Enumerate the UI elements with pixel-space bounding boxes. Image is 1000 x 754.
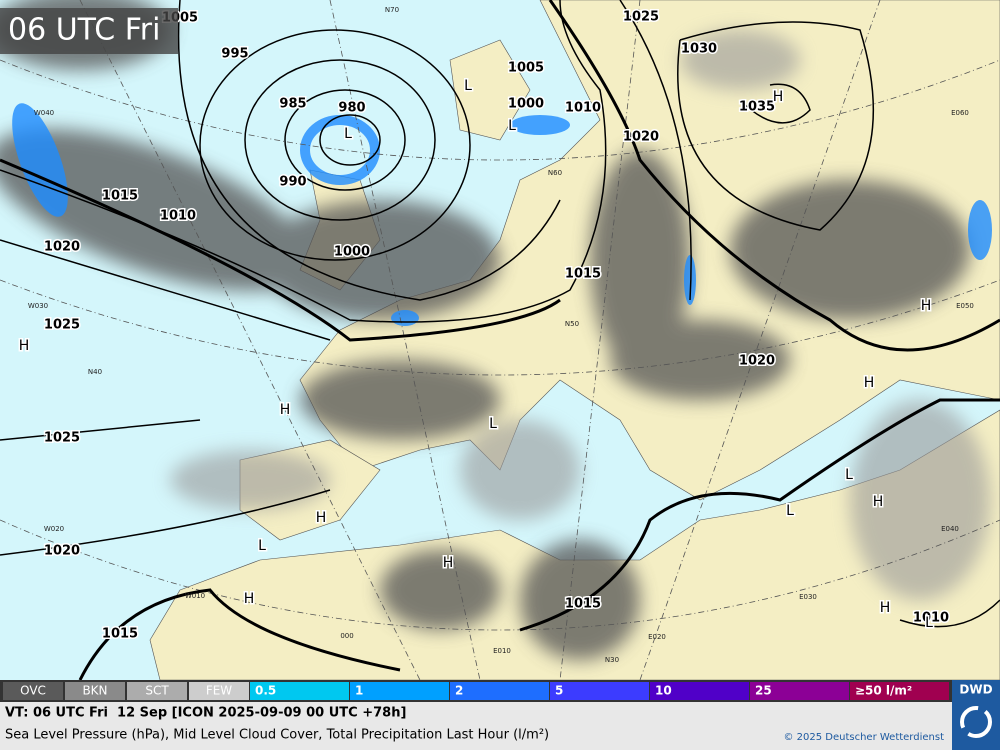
grid-label: N60 bbox=[548, 169, 562, 177]
isobar-label: 1015 bbox=[565, 267, 601, 282]
pressure-center: L bbox=[344, 126, 352, 142]
grid-label: E040 bbox=[941, 525, 959, 533]
legend-cloud-swatch bbox=[189, 682, 249, 700]
isobar-label: 1025 bbox=[44, 318, 80, 333]
pressure-center: H bbox=[864, 375, 875, 391]
pressure-center: L bbox=[258, 538, 266, 554]
pressure-center: H bbox=[873, 494, 884, 510]
pressure-center: L bbox=[489, 416, 497, 432]
isobar-label: 980 bbox=[338, 101, 365, 116]
grid-label: N70 bbox=[385, 6, 399, 14]
isobar-label: 985 bbox=[279, 97, 306, 112]
legend-precip-swatch bbox=[550, 682, 649, 700]
grid-label: W010 bbox=[185, 592, 205, 600]
isobar-label: 990 bbox=[279, 175, 306, 190]
legend-cloud-label: OVC bbox=[20, 684, 46, 698]
title-box bbox=[0, 8, 178, 54]
graticule bbox=[0, 0, 1000, 681]
isobar-label: 1015 bbox=[102, 189, 138, 204]
legend-precip-label: ≥50 l/m² bbox=[855, 684, 912, 698]
precipitation bbox=[12, 103, 992, 326]
legend-precip-label: 25 bbox=[755, 684, 772, 698]
pressure-center: H bbox=[280, 402, 291, 418]
legend-precip-swatch bbox=[750, 682, 849, 700]
map-title: 06 UTC Fri bbox=[8, 13, 160, 48]
legend-precip-label: 2 bbox=[455, 684, 463, 698]
pressure-center: H bbox=[244, 591, 255, 607]
legend-precip-swatch bbox=[650, 682, 749, 700]
pressure-center: H bbox=[921, 298, 932, 314]
legend-cloud-label: SCT bbox=[145, 684, 169, 698]
description: Sea Level Pressure (hPa), Mid Level Clou… bbox=[5, 728, 549, 743]
legend-precip-label: 0.5 bbox=[255, 684, 276, 698]
isobar-label: 1030 bbox=[681, 42, 717, 57]
isobar-label: 1020 bbox=[44, 240, 80, 255]
isobars bbox=[0, 0, 1000, 681]
isobar-label: 1000 bbox=[508, 97, 544, 112]
legend-cloud-swatch bbox=[65, 682, 125, 700]
grid-label: E010 bbox=[493, 647, 511, 655]
legend-cloud-swatch bbox=[127, 682, 187, 700]
grid-label: N30 bbox=[605, 656, 619, 664]
legend-precip-label: 1 bbox=[355, 684, 363, 698]
legend-precip-swatch bbox=[450, 682, 549, 700]
pressure-center: H bbox=[773, 89, 784, 105]
legend-precip-swatch bbox=[850, 682, 949, 700]
pressure-center: L bbox=[845, 467, 853, 483]
isobar-label: 1025 bbox=[44, 431, 80, 446]
isobar-label: 1005 bbox=[508, 61, 544, 76]
grid-label: N40 bbox=[88, 368, 102, 376]
isobar-label: 1020 bbox=[44, 544, 80, 559]
legend-cloud-label: FEW bbox=[206, 684, 232, 698]
legend-precip-label: 5 bbox=[555, 684, 563, 698]
pressure-center: L bbox=[925, 615, 933, 631]
grid-label: W040 bbox=[34, 109, 54, 117]
isobar-label: 1025 bbox=[623, 10, 659, 25]
isobar-label: 1015 bbox=[565, 597, 601, 612]
isobar-label: 1010 bbox=[913, 611, 949, 626]
isobar-label: 1035 bbox=[739, 100, 775, 115]
grid-label: E050 bbox=[956, 302, 974, 310]
isobar-label: 1020 bbox=[739, 354, 775, 369]
pressure-center: L bbox=[786, 503, 794, 519]
logo-text: DWD bbox=[959, 683, 992, 697]
grid-label: W020 bbox=[44, 525, 64, 533]
isobar-label: 1015 bbox=[102, 627, 138, 642]
pressure-center: H bbox=[880, 600, 891, 616]
grid-label: 000 bbox=[340, 632, 353, 640]
grid-label: N50 bbox=[565, 320, 579, 328]
legend-cloud-swatch bbox=[3, 682, 63, 700]
isobar-label: 1020 bbox=[623, 130, 659, 145]
grid-label: W030 bbox=[28, 302, 48, 310]
grid-label: E060 bbox=[951, 109, 969, 117]
grid-label: E020 bbox=[648, 633, 666, 641]
legend-precip-label: 10 bbox=[655, 684, 672, 698]
isobar-label: 1000 bbox=[334, 245, 370, 260]
grid-label: E030 bbox=[799, 593, 817, 601]
pressure-center: H bbox=[19, 338, 30, 354]
valid-time: VT: 06 UTC Fri 12 Sep [ICON 2025-09-09 0… bbox=[5, 706, 406, 721]
copyright: © 2025 Deutscher Wetterdienst bbox=[783, 732, 944, 743]
logo-swirl bbox=[960, 706, 992, 738]
isobar-label: 1010 bbox=[160, 209, 196, 224]
cloud-cover-light bbox=[170, 30, 990, 600]
isobar-label: 995 bbox=[221, 47, 248, 62]
isobar-label: 1010 bbox=[565, 101, 601, 116]
legend-precip-swatch bbox=[350, 682, 449, 700]
legend-precip-swatch bbox=[250, 682, 349, 700]
pressure-center: H bbox=[443, 555, 454, 571]
pressure-center: L bbox=[508, 118, 516, 134]
footer-bg bbox=[0, 702, 952, 750]
pressure-center: H bbox=[316, 510, 327, 526]
pressure-center: L bbox=[464, 78, 472, 94]
legend-cloud-label: BKN bbox=[82, 684, 107, 698]
logo-box bbox=[952, 680, 1000, 750]
